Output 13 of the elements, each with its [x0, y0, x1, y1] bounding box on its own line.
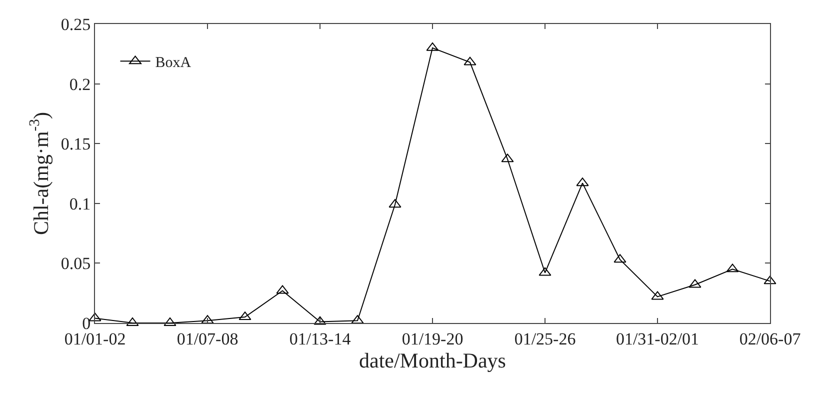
x-tick-label: 01/31-02/01 [616, 329, 700, 348]
y-tick-label: 0.15 [60, 134, 91, 154]
legend-label: BoxA [155, 55, 192, 72]
y-tick-label: 0.25 [60, 14, 91, 34]
y-tick-label: 0.2 [69, 74, 91, 94]
y-tick-label: 0.1 [69, 194, 91, 214]
x-tick-label: 01/25-26 [514, 329, 576, 348]
x-tick-label: 01/19-20 [402, 329, 464, 348]
x-tick-label: 01/13-14 [289, 329, 352, 348]
y-tick-label: 0.05 [60, 254, 91, 274]
x-tick-label: 01/07-08 [176, 329, 238, 348]
x-tick-label: 02/06-07 [739, 329, 802, 348]
x-axis-title: date/Month-Days [359, 348, 506, 372]
